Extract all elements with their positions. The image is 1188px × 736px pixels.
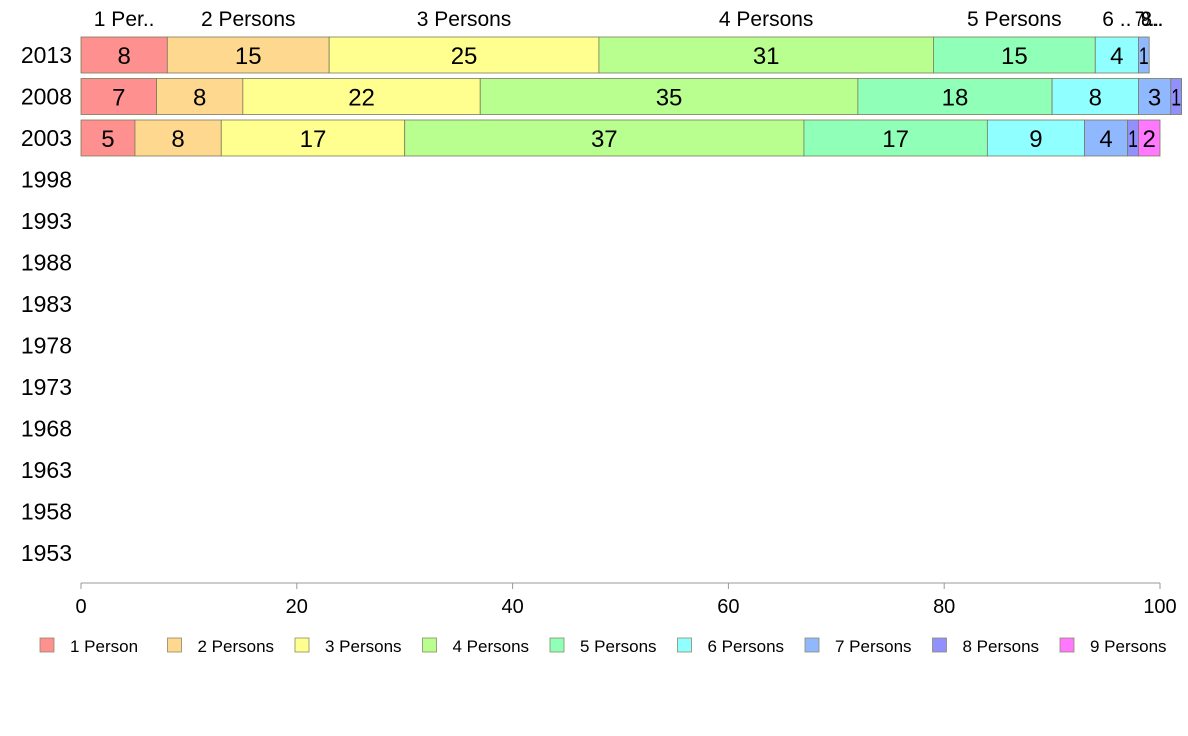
bar-value-label: 8 — [117, 43, 130, 70]
bar-value-label: 8 — [171, 126, 184, 153]
bar-segment — [1138, 119, 1161, 157]
x-tick-label: 20 — [286, 596, 308, 618]
bar-value-label: 37 — [591, 126, 618, 153]
bar-segment — [803, 119, 988, 157]
bar-value-label: 17 — [882, 126, 909, 153]
legend-label: 2 Persons — [198, 637, 275, 656]
legend-swatch — [804, 637, 820, 653]
bar-segment — [598, 36, 934, 74]
bar-segment — [986, 119, 1085, 157]
bar-segment — [220, 119, 406, 157]
bar-value-label: 4 — [1110, 43, 1123, 70]
x-axis: 0 20 40 60 80 100 — [75, 582, 1177, 618]
legend-label: 8 Persons — [963, 637, 1040, 656]
top-series-label: 4 Persons — [719, 8, 814, 31]
x-tick-label: 0 — [75, 596, 86, 618]
legend-swatch — [932, 637, 947, 653]
legend-swatch — [167, 637, 182, 653]
bar-segment — [1051, 78, 1139, 115]
top-series-label: 1 Per.. — [94, 8, 155, 31]
bar-segment — [80, 78, 157, 115]
bar-segment — [242, 78, 481, 115]
y-tick-label: 1953 — [21, 540, 72, 566]
top-series-label: 8.. — [1141, 8, 1163, 31]
y-tick-label: 1968 — [21, 416, 72, 442]
bar-segment — [134, 119, 222, 157]
legend-label: 5 Persons — [580, 637, 657, 656]
bar-value-label: 5 — [101, 126, 114, 153]
top-series-label: 5 Persons — [967, 8, 1062, 31]
bar-segment — [1084, 119, 1129, 157]
bars-layer: 8 15 25 31 15 4 17 8 22 35 18 8 3 15 8 17 37 17 9 4 1 2 — [80, 36, 1182, 157]
top-series-label: 7.. — [1135, 8, 1153, 31]
bar-value-label: 1 — [1128, 126, 1138, 153]
legend-swatch — [39, 637, 55, 653]
bar-segment — [933, 36, 1096, 74]
x-tick-label: 100 — [1143, 596, 1176, 618]
bar-value-label: 8 — [1089, 85, 1102, 112]
y-axis-labels: 2013 2008 2003 1998 1993 1988 1983 1978 1973 1968… — [21, 42, 72, 566]
y-tick-label: 1958 — [21, 499, 72, 525]
legend-swatch — [677, 637, 692, 653]
x-tick-label: 80 — [933, 596, 955, 618]
y-tick-label: 1998 — [21, 167, 72, 193]
bar-value-label: 8 — [193, 85, 206, 112]
x-tick-label: 40 — [501, 596, 523, 618]
bar-value-label: 35 — [656, 85, 683, 112]
bar-segment — [156, 78, 244, 115]
y-tick-label: 1963 — [21, 457, 72, 483]
bar-value-label: 1 — [1139, 43, 1149, 70]
x-tick-label: 60 — [717, 596, 739, 618]
bar-value-label: 2 — [1143, 126, 1156, 153]
bar-value-label: 25 — [451, 43, 478, 70]
top-series-label: 6 .. — [1102, 8, 1131, 31]
top-series-label: 9... — [1141, 8, 1163, 31]
bar-value-label: 7 — [112, 85, 125, 112]
bar-value-label: 15 — [235, 43, 262, 70]
legend: 1 Person 2 Persons 3 Persons 4 Persons 5 Per… — [39, 637, 1167, 656]
legend-label: 1 Person — [70, 637, 138, 656]
y-tick-label: 2003 — [21, 125, 72, 151]
bar-segment — [166, 36, 330, 74]
bar-segment — [404, 119, 805, 157]
legend-swatch — [549, 637, 565, 653]
y-tick-label: 1993 — [21, 208, 72, 234]
legend-swatch — [294, 637, 310, 653]
bar-value-label: 4 — [1099, 126, 1112, 153]
y-tick-label: 2013 — [21, 42, 72, 68]
bar-segment — [857, 78, 1053, 115]
y-tick-label: 1988 — [21, 250, 72, 276]
bar-segment — [80, 36, 168, 74]
bar-value-label: 3 — [1148, 85, 1161, 112]
legend-label: 7 Persons — [835, 637, 912, 656]
top-series-label: 3 Persons — [417, 8, 512, 31]
legend-label: 6 Persons — [708, 637, 785, 656]
legend-label: 3 Persons — [325, 637, 402, 656]
bar-value-label: 15 — [1001, 43, 1028, 70]
bar-value-label: 31 — [753, 43, 780, 70]
bar-segment — [1094, 36, 1139, 74]
top-series-labels: 1 Per.. 2 Persons 3 Persons 4 Persons 5 Pers… — [94, 8, 1163, 31]
bar-segment — [328, 36, 600, 74]
bar-value-label: 18 — [942, 85, 969, 112]
bar-segment — [1170, 78, 1182, 115]
bar-value-label: 1 — [1171, 85, 1181, 112]
bar-value-label: 9 — [1029, 126, 1042, 153]
bar-segment — [80, 119, 136, 157]
y-tick-label: 1973 — [21, 374, 72, 400]
bar-segment — [479, 78, 859, 115]
y-tick-label: 1983 — [21, 291, 72, 317]
y-tick-label: 1978 — [21, 333, 72, 359]
legend-swatch — [422, 637, 437, 653]
bar-value-label: 17 — [300, 126, 327, 153]
legend-swatch — [1059, 637, 1075, 653]
legend-label: 9 Persons — [1090, 637, 1167, 656]
legend-label: 4 Persons — [453, 637, 530, 656]
bar-value-label: 22 — [348, 85, 375, 112]
top-series-label: 2 Persons — [201, 8, 296, 31]
bar-segment — [1138, 36, 1150, 74]
y-tick-label: 2008 — [21, 84, 72, 110]
bar-segment — [1138, 78, 1172, 115]
